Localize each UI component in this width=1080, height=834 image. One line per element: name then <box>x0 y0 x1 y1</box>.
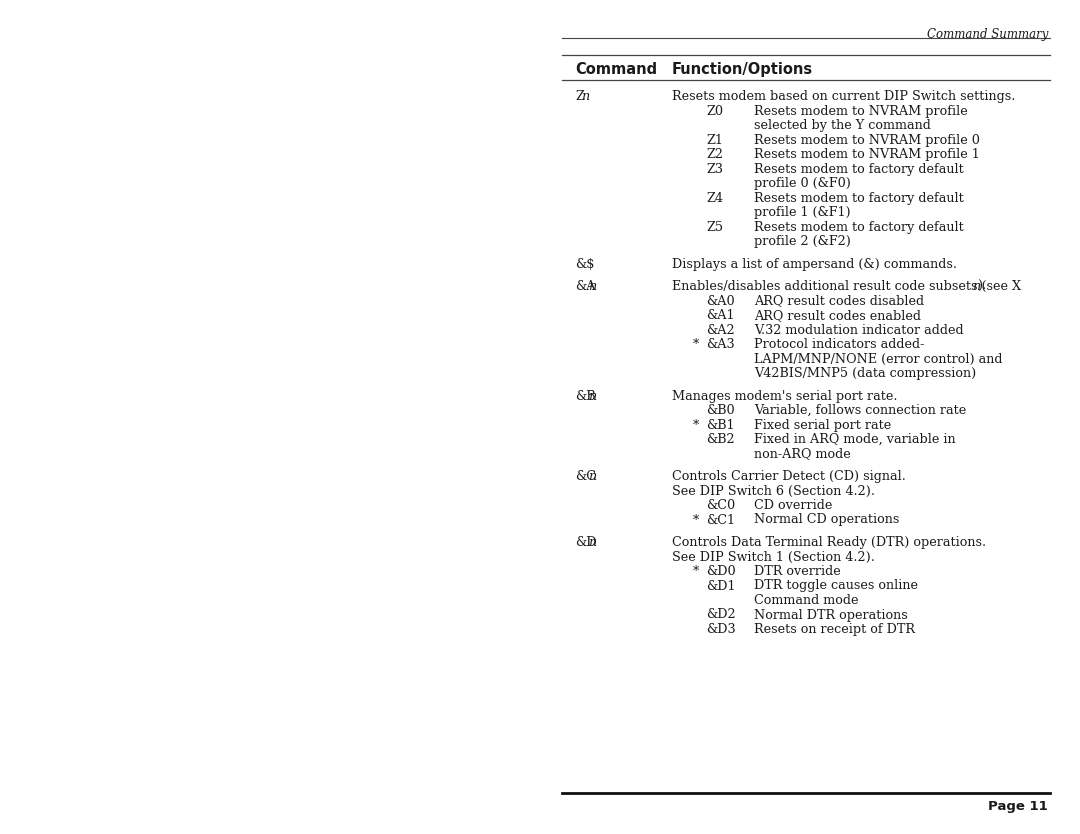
Text: &A2: &A2 <box>706 324 734 336</box>
Text: V42BIS/MNP5 (data compression): V42BIS/MNP5 (data compression) <box>754 367 976 380</box>
Text: DTR toggle causes online: DTR toggle causes online <box>754 580 918 592</box>
Text: profile 1 (&F1): profile 1 (&F1) <box>754 206 851 219</box>
Text: non-ARQ mode: non-ARQ mode <box>754 448 851 460</box>
Text: profile 0 (&F0): profile 0 (&F0) <box>754 177 851 190</box>
Text: Controls Data Terminal Ready (DTR) operations.: Controls Data Terminal Ready (DTR) opera… <box>672 536 986 549</box>
Text: LAPM/MNP/NONE (error control) and: LAPM/MNP/NONE (error control) and <box>754 353 1002 365</box>
Text: Z: Z <box>575 90 584 103</box>
Text: Z0: Z0 <box>706 104 723 118</box>
Text: Resets modem to NVRAM profile 0: Resets modem to NVRAM profile 0 <box>754 133 980 147</box>
Text: n: n <box>581 90 590 103</box>
Text: Controls Carrier Detect (CD) signal.: Controls Carrier Detect (CD) signal. <box>672 470 906 483</box>
Text: &B: &B <box>575 389 595 403</box>
Text: n: n <box>972 280 980 293</box>
Text: Resets modem to NVRAM profile 1: Resets modem to NVRAM profile 1 <box>754 148 980 161</box>
Text: Page 11: Page 11 <box>988 800 1048 813</box>
Text: Resets modem to factory default: Resets modem to factory default <box>754 192 963 204</box>
Text: &B1: &B1 <box>706 419 734 431</box>
Text: *: * <box>693 565 699 578</box>
Text: Z1: Z1 <box>706 133 723 147</box>
Text: Command: Command <box>575 62 657 77</box>
Text: Displays a list of ampersand (&) commands.: Displays a list of ampersand (&) command… <box>672 258 957 270</box>
Text: n: n <box>588 389 596 403</box>
Text: selected by the Y command: selected by the Y command <box>754 119 931 132</box>
Text: Function/Options: Function/Options <box>672 62 813 77</box>
Text: Resets modem based on current DIP Switch settings.: Resets modem based on current DIP Switch… <box>672 90 1015 103</box>
Text: Z5: Z5 <box>706 220 724 234</box>
Text: See DIP Switch 6 (Section 4.2).: See DIP Switch 6 (Section 4.2). <box>672 485 875 498</box>
Text: ARQ result codes disabled: ARQ result codes disabled <box>754 294 924 308</box>
Text: &A0: &A0 <box>706 294 734 308</box>
Text: &D2: &D2 <box>706 609 735 621</box>
Text: See DIP Switch 1 (Section 4.2).: See DIP Switch 1 (Section 4.2). <box>672 550 875 564</box>
Text: n: n <box>588 470 596 483</box>
Text: n: n <box>588 536 596 549</box>
Text: *: * <box>693 514 699 526</box>
Text: &D3: &D3 <box>706 623 735 636</box>
Text: Enables/disables additional result code subsets (see X: Enables/disables additional result code … <box>672 280 1021 293</box>
Text: &C: &C <box>575 470 596 483</box>
Text: &D1: &D1 <box>706 580 735 592</box>
Text: ).: ). <box>977 280 986 293</box>
Text: V.32 modulation indicator added: V.32 modulation indicator added <box>754 324 963 336</box>
Text: Fixed in ARQ mode, variable in: Fixed in ARQ mode, variable in <box>754 433 956 446</box>
Text: Resets modem to factory default: Resets modem to factory default <box>754 220 963 234</box>
Text: &D: &D <box>575 536 596 549</box>
Text: Resets modem to NVRAM profile: Resets modem to NVRAM profile <box>754 104 968 118</box>
Text: Z4: Z4 <box>706 192 723 204</box>
Text: Resets on receipt of DTR: Resets on receipt of DTR <box>754 623 915 636</box>
Text: n: n <box>588 280 596 293</box>
Text: Variable, follows connection rate: Variable, follows connection rate <box>754 404 967 417</box>
Text: *: * <box>693 419 699 431</box>
Text: ARQ result codes enabled: ARQ result codes enabled <box>754 309 921 322</box>
Text: DTR override: DTR override <box>754 565 840 578</box>
Text: Fixed serial port rate: Fixed serial port rate <box>754 419 891 431</box>
Text: &C0: &C0 <box>706 499 735 512</box>
Text: Z2: Z2 <box>706 148 723 161</box>
Text: Manages modem's serial port rate.: Manages modem's serial port rate. <box>672 389 897 403</box>
Text: CD override: CD override <box>754 499 833 512</box>
Text: profile 2 (&F2): profile 2 (&F2) <box>754 235 851 248</box>
Text: Resets modem to factory default: Resets modem to factory default <box>754 163 963 175</box>
Text: &A3: &A3 <box>706 338 734 351</box>
Text: Normal CD operations: Normal CD operations <box>754 514 900 526</box>
Text: Z3: Z3 <box>706 163 723 175</box>
Text: *: * <box>693 338 699 351</box>
Text: &B0: &B0 <box>706 404 734 417</box>
Text: &B2: &B2 <box>706 433 734 446</box>
Text: &$: &$ <box>575 258 594 270</box>
Text: Command Summary: Command Summary <box>927 28 1048 41</box>
Text: &C1: &C1 <box>706 514 735 526</box>
Text: Normal DTR operations: Normal DTR operations <box>754 609 908 621</box>
Text: &D0: &D0 <box>706 565 735 578</box>
Text: Protocol indicators added-: Protocol indicators added- <box>754 338 924 351</box>
Text: &A: &A <box>575 280 595 293</box>
Text: Command mode: Command mode <box>754 594 859 607</box>
Text: &A1: &A1 <box>706 309 734 322</box>
